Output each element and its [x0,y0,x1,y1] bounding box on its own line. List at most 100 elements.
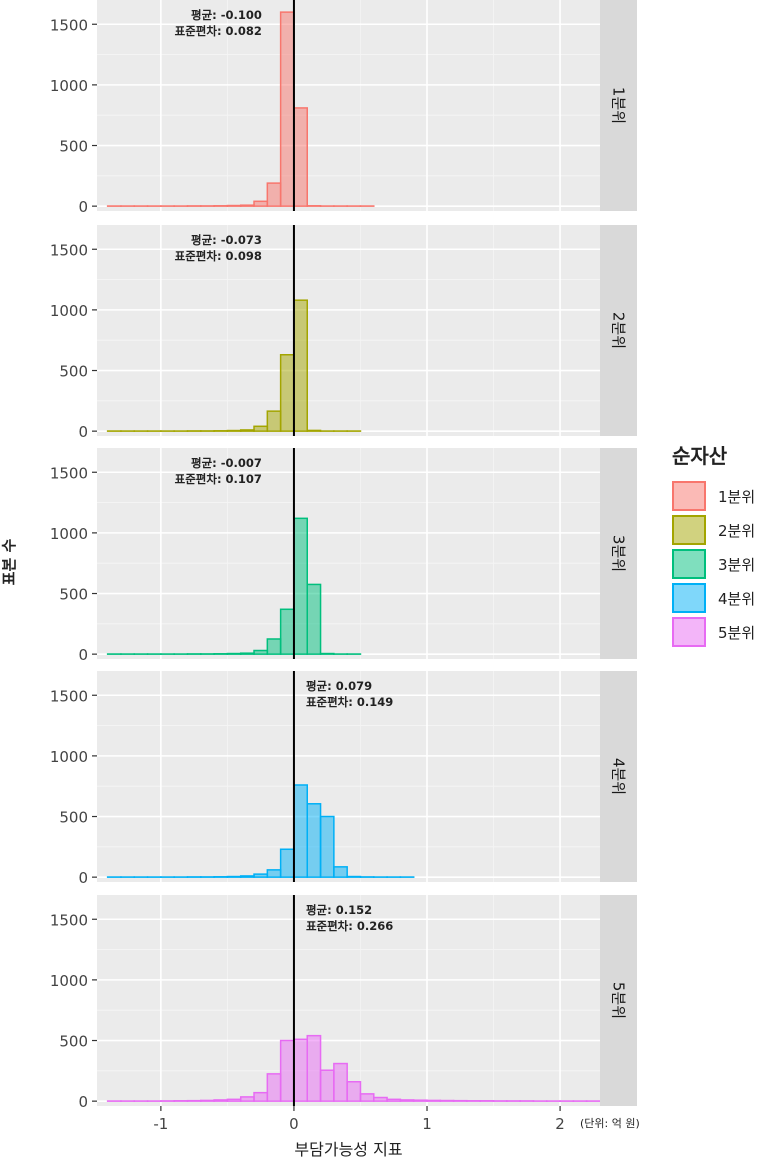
histogram-bar [279,1039,295,1102]
histogram-bar [226,652,242,655]
histogram-bar [412,1099,428,1102]
facet-strip-label: 2분위 [610,312,628,349]
x-tick-label: 0 [289,1115,299,1133]
histogram-bar [293,107,308,207]
unit-note: (단위: 억 원) [580,1117,640,1130]
histogram-bar [253,873,269,878]
x-tick-label: 1 [422,1115,432,1133]
legend-item-label: 1분위 [718,487,756,506]
histogram-bar [333,866,348,878]
x-axis-title: 부담가능성 지표 [294,1140,402,1159]
y-tick-label: 1000 [50,972,88,990]
histogram-bar [346,875,362,878]
y-tick-label: 1500 [50,464,88,482]
histogram-bar [293,1038,308,1102]
y-tick-label: 500 [59,1033,88,1051]
y-tick-label: 1000 [50,525,88,543]
legend-key-swatch [672,583,706,613]
histogram-bar [213,1099,229,1102]
annotation-mean: 평균: -0.007 [191,456,262,470]
panel-background [97,225,600,436]
histogram-bar [266,410,282,432]
histogram-bar [253,1091,269,1102]
legend-item: 5분위 [672,615,772,649]
histogram-bar [279,608,295,655]
legend-item: 3분위 [672,547,772,581]
histogram-bar [239,875,255,878]
histogram-bar [279,11,295,207]
facet-strip [600,671,637,882]
legend-item: 4분위 [672,581,772,615]
histogram-bar [266,869,282,878]
legend-key-swatch [672,481,706,511]
y-tick-label: 1500 [50,241,88,259]
legend-item: 1분위 [672,479,772,513]
histogram-bar [359,1093,375,1102]
y-tick-label: 0 [78,198,88,216]
y-tick-label: 0 [78,1093,88,1111]
histogram-bar [226,875,242,878]
facet-strip-label: 4분위 [610,758,628,795]
annotation-mean: 평균: -0.100 [191,8,262,22]
histogram-bar [293,299,308,432]
y-tick-label: 500 [59,586,88,604]
y-tick-label: 500 [59,809,88,827]
y-tick-label: 0 [78,423,88,441]
y-tick-label: 0 [78,869,88,887]
panel-background [97,448,600,659]
histogram-bar [306,803,322,878]
y-tick-label: 500 [59,363,88,381]
y-tick-label: 1500 [50,16,88,34]
histogram-bar [239,652,255,655]
histogram-bar [333,1062,348,1102]
y-tick-label: 1000 [50,302,88,320]
x-tick-label: -1 [153,1115,168,1133]
y-tick-label: 1500 [50,911,88,929]
histogram-bar [306,429,322,432]
histogram-bar [253,425,269,432]
legend-item-label: 2분위 [718,521,756,540]
annotation-sd: 표준편차: 0.107 [175,472,262,486]
histogram-bar [346,1080,362,1102]
y-axis-title: 표본 수 [0,538,18,585]
legend-key-swatch [672,549,706,579]
histogram-bar [266,1073,282,1102]
y-tick-label: 500 [59,138,88,156]
annotation-mean: 평균: 0.079 [306,679,372,693]
histogram-bar [266,182,282,207]
histogram-bar [239,1096,255,1102]
facet-strip-label: 1분위 [610,87,628,124]
legend-item: 2분위 [672,513,772,547]
annotation-mean: 평균: 0.152 [306,903,372,917]
histogram-bar [426,1099,442,1102]
histogram-bar [399,1099,415,1102]
facet-strip [600,225,637,436]
facet-strip [600,0,637,211]
legend-key-swatch [672,617,706,647]
annotation-mean: 평균: -0.073 [191,233,262,247]
histogram-bar [319,815,335,878]
annotation-sd: 표준편차: 0.149 [306,695,393,709]
facet-strip [600,448,637,659]
annotation-sd: 표준편차: 0.082 [175,24,262,38]
histogram-bar [279,354,295,432]
x-tick-label: 2 [555,1115,565,1133]
legend-item-label: 5분위 [718,623,756,642]
histogram-bar [373,1096,388,1102]
histogram-bar [293,784,308,878]
histogram-bar [439,1099,455,1102]
histogram-bar [266,638,282,655]
annotation-sd: 표준편차: 0.098 [175,249,262,263]
facet-strip-label: 5분위 [610,982,628,1019]
annotation-sd: 표준편차: 0.266 [306,919,393,933]
y-tick-label: 1000 [50,77,88,95]
panel-background [97,0,600,211]
histogram-bar [226,429,242,432]
y-tick-label: 1000 [50,748,88,766]
histogram-bar [319,652,335,655]
legend-item-label: 4분위 [718,589,756,608]
y-tick-label: 1500 [50,687,88,705]
histogram-bar [386,1098,402,1102]
facet-strip [600,895,637,1106]
